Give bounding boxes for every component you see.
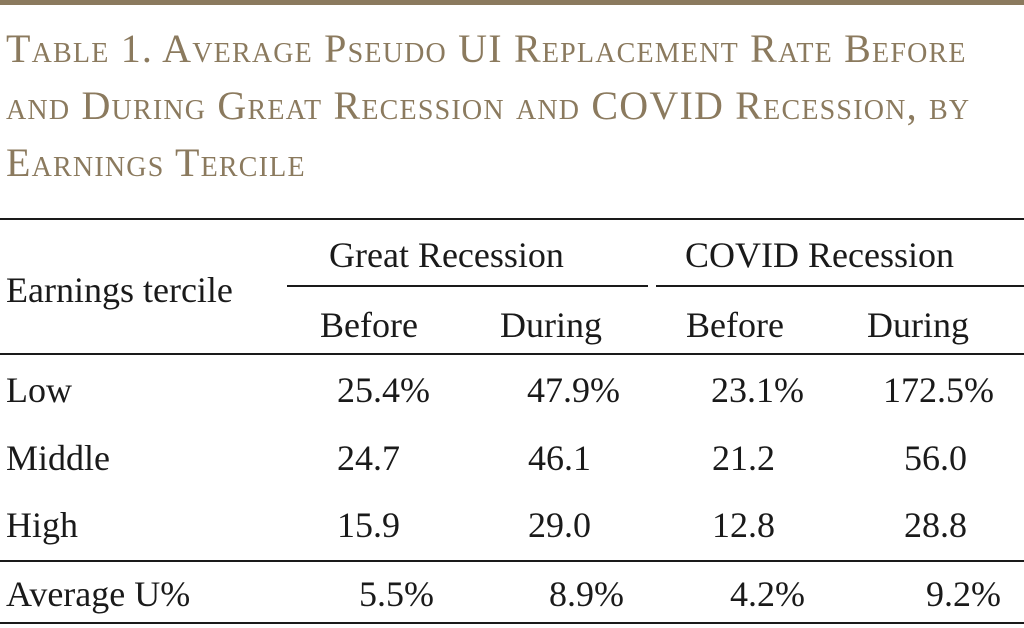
cell-low-covid-during: 172.5% (883, 370, 994, 410)
row-header-label: Earnings tercile (6, 270, 233, 310)
footer-covid-before: 4.2% (730, 574, 805, 614)
footer-label: Average U% (6, 574, 191, 614)
group-underline-great-recession (287, 285, 648, 287)
row-label-middle: Middle (6, 438, 110, 478)
subheader-gr-during: During (500, 305, 602, 345)
row-label-low: Low (6, 370, 72, 410)
cell-low-gr-before: 25.4% (337, 370, 430, 410)
table-title: Table 1. Average Pseudo UI Replacement R… (6, 26, 971, 185)
row-label-high: High (6, 505, 78, 545)
subheader-covid-during: During (867, 305, 969, 345)
header-bottom-rule (0, 353, 1024, 355)
cell-low-covid-before: 23.1% (711, 370, 804, 410)
subheader-gr-before: Before (320, 305, 418, 345)
group-header-covid-recession: COVID Recession (685, 235, 954, 275)
cell-high-covid-before: 12.8 (712, 505, 775, 545)
footer-gr-during: 8.9% (549, 574, 624, 614)
group-underline-covid-recession (656, 285, 1024, 287)
cell-middle-gr-before: 24.7 (337, 438, 400, 478)
cell-middle-covid-before: 21.2 (712, 438, 775, 478)
footer-top-rule (0, 560, 1024, 562)
table-bottom-rule (0, 622, 1024, 624)
group-header-great-recession: Great Recession (329, 235, 564, 275)
subheader-covid-before: Before (686, 305, 784, 345)
top-accent-rule (0, 0, 1024, 5)
cell-middle-covid-during: 56.0 (904, 438, 967, 478)
table-top-rule (0, 218, 1024, 220)
cell-low-gr-during: 47.9% (527, 370, 620, 410)
cell-high-covid-during: 28.8 (904, 505, 967, 545)
footer-covid-during: 9.2% (926, 574, 1001, 614)
cell-high-gr-before: 15.9 (337, 505, 400, 545)
footer-gr-before: 5.5% (359, 574, 434, 614)
cell-middle-gr-during: 46.1 (528, 438, 591, 478)
cell-high-gr-during: 29.0 (528, 505, 591, 545)
